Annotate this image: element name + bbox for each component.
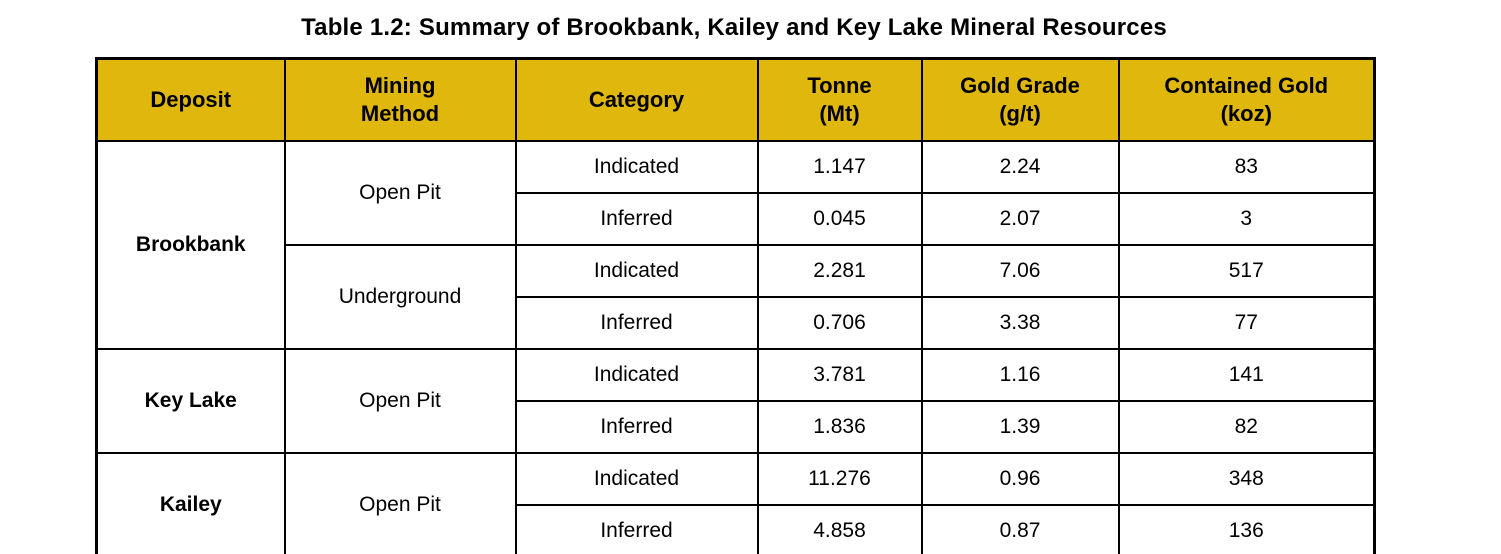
table-row: Brookbank Open Pit Indicated 1.147 2.24 … [95,140,1376,350]
column-header-mining-method: Mining Method [283,57,517,142]
mineral-resources-table: Deposit Mining Method Category Tonne (Mt… [95,57,1376,554]
cell-grade: 1.16 [920,348,1120,402]
cell-category: Indicated [514,140,759,194]
cell-tonne: 1.836 [756,400,923,454]
cell-tonne: 2.281 [756,244,923,298]
cell-gold: 517 [1117,244,1376,298]
cell-method-open-pit: Open Pit [283,452,517,554]
table-row: Inferred 0.706 3.38 77 [97,296,1376,350]
cell-gold: 77 [1117,296,1376,350]
cell-gold: 82 [1117,400,1376,454]
cell-category: Indicated [514,348,759,402]
cell-category: Inferred [514,296,759,350]
cell-grade: 0.96 [920,452,1120,506]
table-row: Inferred 4.858 0.87 136 [97,504,1376,554]
column-header-contained-gold: Contained Gold (koz) [1117,57,1376,142]
cell-category: Indicated [514,452,759,506]
table-row: Key Lake Open Pit Indicated 3.781 1.16 1… [95,348,1376,454]
cell-grade: 2.07 [920,192,1120,246]
cell-gold: 83 [1117,140,1376,194]
cell-tonne: 0.045 [756,192,923,246]
cell-tonne: 4.858 [756,504,923,554]
cell-grade: 3.38 [920,296,1120,350]
column-header-tonne: Tonne (Mt) [756,57,923,142]
column-header-category: Category [514,57,759,142]
cell-category: Inferred [514,400,759,454]
cell-gold: 3 [1117,192,1376,246]
cell-gold: 348 [1117,452,1376,506]
cell-deposit-brookbank: Brookbank [95,140,286,350]
cell-grade: 1.39 [920,400,1120,454]
cell-method-open-pit: Open Pit [283,140,517,246]
column-header-deposit: Deposit [95,57,286,142]
table-row: Inferred 1.836 1.39 82 [97,400,1376,454]
cell-deposit-key-lake: Key Lake [95,348,286,454]
table-row: Inferred 0.045 2.07 3 [97,192,1376,246]
cell-grade: 0.87 [920,504,1120,554]
cell-grade: 7.06 [920,244,1120,298]
cell-gold: 136 [1117,504,1376,554]
cell-category: Indicated [514,244,759,298]
cell-tonne: 3.781 [756,348,923,402]
cell-gold: 141 [1117,348,1376,402]
cell-tonne: 1.147 [756,140,923,194]
cell-category: Inferred [514,192,759,246]
cell-tonne: 11.276 [756,452,923,506]
table-row: Underground Indicated 2.281 7.06 517 [97,244,1376,350]
header-row: Deposit Mining Method Category Tonne (Mt… [95,57,1376,142]
cell-grade: 2.24 [920,140,1120,194]
cell-method-open-pit: Open Pit [283,348,517,454]
table-row: Kailey Open Pit Indicated 11.276 0.96 34… [95,452,1376,554]
document-body: Table 1.2: Summary of Brookbank, Kailey … [95,14,1376,554]
cell-tonne: 0.706 [756,296,923,350]
page-title: Table 1.2: Summary of Brookbank, Kailey … [301,14,1167,41]
cell-method-underground: Underground [283,244,517,350]
cell-deposit-kailey: Kailey [95,452,286,554]
cell-category: Inferred [514,504,759,554]
column-header-gold-grade: Gold Grade (g/t) [920,57,1120,142]
